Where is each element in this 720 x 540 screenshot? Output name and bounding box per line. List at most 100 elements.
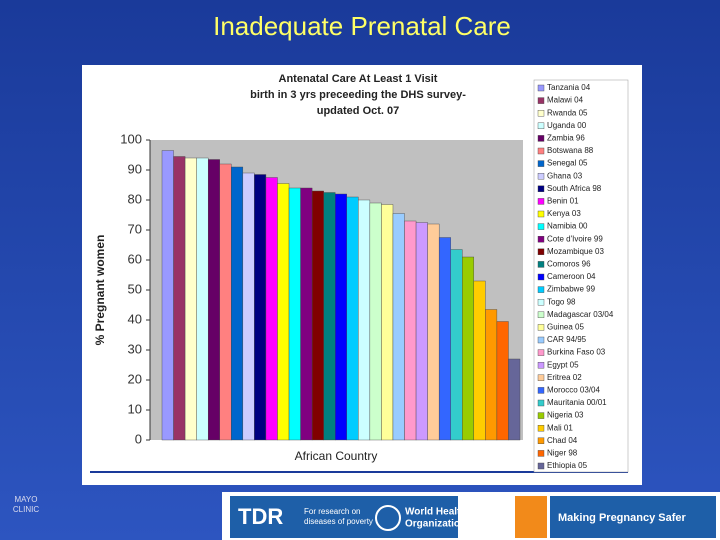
legend-swatch <box>537 97 545 104</box>
legend-box <box>533 79 629 473</box>
y-tick-label: 80 <box>128 191 142 206</box>
bar <box>438 237 451 441</box>
bar <box>161 150 174 441</box>
legend-label: Uganda 00 <box>547 121 587 130</box>
legend-swatch <box>537 223 545 230</box>
y-tick-label: 0 <box>135 431 142 446</box>
legend-label: Morocco 03/04 <box>547 386 600 395</box>
legend-swatch <box>537 399 545 407</box>
legend-label: Ethiopia 05 <box>547 461 588 470</box>
chart-title: updated Oct. 07 <box>317 105 400 117</box>
bar <box>288 187 301 441</box>
y-tick-label: 60 <box>128 251 142 266</box>
legend-label: CAR 94/95 <box>547 335 587 344</box>
legend-label: Tanzania 04 <box>547 83 591 92</box>
y-tick-label: 100 <box>120 131 142 146</box>
tdr-text: For research on <box>304 507 360 516</box>
legend-swatch <box>537 299 545 306</box>
y-tick-label: 40 <box>128 311 142 326</box>
legend-label: Mali 01 <box>547 423 573 432</box>
legend-swatch <box>537 273 545 281</box>
bar <box>462 256 475 441</box>
legend-label: Cote d'Ivoire 99 <box>547 234 603 243</box>
legend-label: Chad 04 <box>547 436 578 445</box>
legend-swatch <box>537 437 545 444</box>
bar <box>358 199 371 441</box>
bar <box>173 156 186 441</box>
legend-swatch <box>537 160 545 167</box>
legend-swatch <box>537 84 545 92</box>
y-tick-label: 70 <box>128 221 142 236</box>
legend-label: Mozambique 03 <box>547 247 604 256</box>
legend-swatch <box>537 109 545 117</box>
legend-swatch <box>537 147 545 155</box>
bar <box>207 159 220 441</box>
legend-swatch <box>537 324 545 331</box>
bar <box>381 204 394 441</box>
legend-swatch <box>537 349 545 356</box>
bar <box>392 213 405 441</box>
y-tick-label: 50 <box>128 281 142 296</box>
legend-swatch <box>537 235 545 243</box>
legend-swatch <box>537 412 545 419</box>
who-text: World Health <box>405 507 466 518</box>
legend-label: Zambia 96 <box>547 134 585 143</box>
bar <box>231 166 244 441</box>
legend-swatch <box>537 462 545 470</box>
slide-title: Inadequate Prenatal Care <box>213 11 511 41</box>
legend-label: Eritrea 02 <box>547 373 582 382</box>
legend-label: Rwanda 05 <box>547 108 588 117</box>
legend-label: Kenya 03 <box>547 209 581 218</box>
legend-label: Burkina Faso 03 <box>547 348 606 357</box>
bar <box>311 190 324 441</box>
bar <box>473 280 486 441</box>
tdr-who-panel <box>230 496 458 538</box>
bar <box>277 183 290 441</box>
legend-label: Nigeria 03 <box>547 411 584 420</box>
legend-swatch <box>537 362 545 369</box>
legend-swatch <box>537 261 545 268</box>
legend-label: Guinea 05 <box>547 323 584 332</box>
legend-label: Senegal 05 <box>547 159 588 168</box>
chart-title: birth in 3 yrs preceeding the DHS survey… <box>250 89 466 101</box>
legend-label: Malawi 04 <box>547 96 584 105</box>
bar <box>323 192 336 441</box>
legend-swatch <box>537 198 545 205</box>
bar <box>415 222 428 441</box>
bar <box>508 358 521 441</box>
legend-swatch <box>537 425 545 432</box>
legend-swatch <box>537 248 545 256</box>
y-axis-label: % Pregnant women <box>93 235 107 346</box>
mayo-logo: MAYO <box>15 495 38 504</box>
bar <box>196 157 209 441</box>
legend-swatch <box>537 122 545 130</box>
legend-label: Zimbabwe 99 <box>547 285 596 294</box>
legend-swatch <box>537 135 545 142</box>
bar <box>242 172 255 441</box>
bar <box>335 193 347 441</box>
legend-swatch <box>537 374 545 381</box>
bar <box>219 163 232 441</box>
bar <box>254 174 267 441</box>
legend-label: Egypt 05 <box>547 360 579 369</box>
legend-swatch <box>537 172 545 180</box>
chart-title: Antenatal Care At Least 1 Visit <box>279 73 438 85</box>
bar <box>485 309 498 441</box>
bar <box>184 157 197 441</box>
legend-label: Benin 01 <box>547 197 579 206</box>
legend-label: Botswana 88 <box>547 146 594 155</box>
mps-logo <box>515 496 547 538</box>
y-tick-label: 20 <box>128 371 142 386</box>
y-tick-label: 90 <box>128 161 142 176</box>
legend-swatch <box>537 286 545 293</box>
legend-label: Cameroon 04 <box>547 272 596 281</box>
bar <box>427 223 440 441</box>
legend-swatch <box>537 336 545 344</box>
tdr-logo: TDR <box>238 504 283 529</box>
legend-swatch <box>537 185 545 193</box>
mayo-logo: CLINIC <box>13 505 39 514</box>
y-tick-label: 30 <box>128 341 142 356</box>
tdr-text: diseases of poverty <box>304 517 373 526</box>
x-axis-label: African Country <box>295 449 378 463</box>
